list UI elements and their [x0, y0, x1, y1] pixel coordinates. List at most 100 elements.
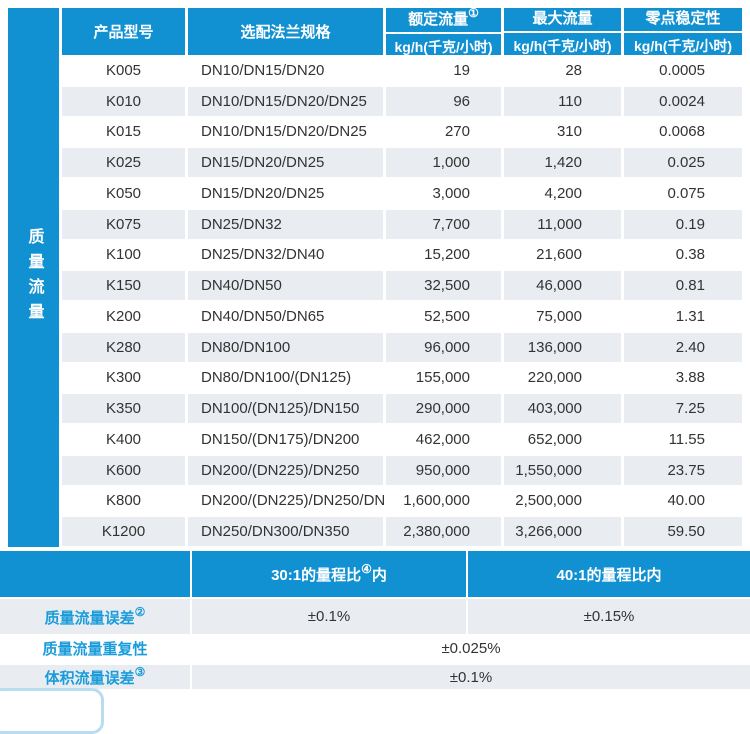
flange-cell: DN15/DN20/DN25 — [188, 178, 383, 209]
rated-flow-cell: 96,000 — [386, 331, 501, 363]
mass-flow-error-40-1-value: ±0.15% — [468, 599, 750, 634]
rated-flow-cell: 7,700 — [386, 208, 501, 240]
turndown-40-1-header: 40:1的量程比内 — [468, 551, 750, 597]
turndown-30-1-text: 30:1的量程比④内 — [271, 562, 387, 584]
zero-stability-cell: 7.25 — [624, 393, 742, 424]
header-flange-spec: 选配法兰规格 — [188, 8, 383, 55]
rated-flow-cell: 52,500 — [386, 301, 501, 332]
zero-stability-cell: 0.0068 — [624, 116, 742, 148]
zero-stability-cell: 3.88 — [624, 362, 742, 394]
table-row: K600 DN200/(DN225)/DN250 950,000 1,550,0… — [62, 454, 742, 486]
flange-cell: DN10/DN15/DN20 — [188, 55, 383, 86]
mass-flow-section-label: 质量流量 — [8, 8, 59, 547]
header-product-model-text: 产品型号 — [93, 24, 154, 41]
table-row: K1200 DN250/DN300/DN350 2,380,000 3,266,… — [62, 516, 742, 547]
max-flow-cell: 1,420 — [504, 147, 621, 178]
header-max-flow-title: 最大流量 — [532, 10, 593, 27]
mass-flow-error-label-text: 质量流量误差② — [44, 604, 146, 627]
flange-cell: DN25/DN32 — [188, 208, 383, 240]
volume-flow-error-row: 体积流量误差③ ±0.1% — [0, 665, 750, 689]
decorative-corner-stroke — [0, 688, 104, 734]
flange-cell: DN100/(DN125)/DN150 — [188, 393, 383, 424]
max-flow-cell: 136,000 — [504, 331, 621, 363]
flange-cell: DN200/(DN225)/DN250/DN300 — [188, 485, 410, 517]
model-cell: K005 — [62, 55, 185, 86]
zero-stability-cell: 0.38 — [624, 239, 742, 271]
rated-flow-cell: 96 — [386, 85, 501, 117]
rated-flow-cell: 270 — [386, 116, 501, 148]
header-divider-line — [624, 31, 742, 33]
model-cell: K015 — [62, 116, 185, 148]
table-row: K025 DN15/DN20/DN25 1,000 1,420 0.025 — [62, 147, 742, 178]
flange-cell: DN250/DN300/DN350 — [188, 516, 383, 547]
table-row: K280 DN80/DN100 96,000 136,000 2.40 — [62, 331, 742, 363]
footnote-3-marker: ③ — [134, 665, 146, 679]
max-flow-cell: 11,000 — [504, 208, 621, 240]
flange-cell: DN200/(DN225)/DN250 — [188, 454, 383, 486]
model-cell: K075 — [62, 208, 185, 240]
table-row: K050 DN15/DN20/DN25 3,000 4,200 0.075 — [62, 178, 742, 209]
max-flow-cell: 310 — [504, 116, 621, 148]
header-divider-line — [504, 31, 621, 33]
flange-cell: DN10/DN15/DN20/DN25 — [188, 116, 383, 148]
zero-stability-cell: 1.31 — [624, 301, 742, 332]
turndown-40-1-text: 40:1的量程比内 — [556, 567, 662, 584]
table-row: K800 DN200/(DN225)/DN250/DN300 1,600,000… — [62, 485, 742, 517]
zero-stability-cell: 40.00 — [624, 485, 742, 517]
model-cell: K150 — [62, 270, 185, 301]
table-row: K200 DN40/DN50/DN65 52,500 75,000 1.31 — [62, 301, 742, 332]
header-zero-stability-unit: kg/h(千克/小时) — [634, 38, 732, 54]
table-header-row: 产品型号 选配法兰规格 额定流量① kg/h(千克/小时) 最大流量 kg/h(… — [62, 5, 742, 55]
model-cell: K800 — [62, 485, 185, 517]
flange-cell: DN80/DN100/(DN125) — [188, 362, 383, 394]
turndown-30-1-header: 30:1的量程比④内 — [192, 551, 466, 597]
table-row: K010 DN10/DN15/DN20/DN25 96 110 0.0024 — [62, 85, 742, 117]
rated-flow-cell: 3,000 — [386, 178, 501, 209]
model-cell: K025 — [62, 147, 185, 178]
zero-stability-cell: 11.55 — [624, 424, 742, 455]
repeatability-value: ±0.025% — [192, 634, 750, 663]
rated-flow-cell: 1,600,000 — [386, 485, 501, 517]
max-flow-cell: 220,000 — [504, 362, 621, 394]
zero-stability-cell: 0.025 — [624, 147, 742, 178]
volume-flow-error-label-text: 体积流量误差③ — [44, 665, 146, 687]
volume-flow-error-label: 体积流量误差③ — [0, 665, 190, 689]
flange-cell: DN40/DN50/DN65 — [188, 301, 383, 332]
table-body: K005 DN10/DN15/DN20 19 28 0.0005 K010 DN… — [62, 55, 742, 547]
model-cell: K400 — [62, 424, 185, 455]
header-rated-flow-title: 额定流量① — [408, 5, 479, 28]
model-cell: K280 — [62, 331, 185, 363]
header-divider-line — [386, 31, 501, 34]
zero-stability-cell: 0.0005 — [624, 55, 742, 86]
flange-cell: DN150/(DN175)/DN200 — [188, 424, 383, 455]
table-row: K015 DN10/DN15/DN20/DN25 270 310 0.0068 — [62, 116, 742, 148]
model-cell: K1200 — [62, 516, 185, 547]
zero-stability-cell: 0.81 — [624, 270, 742, 301]
model-cell: K100 — [62, 239, 185, 271]
mass-flow-section-label-text: 质量流量 — [25, 227, 43, 328]
table-row: K075 DN25/DN32 7,700 11,000 0.19 — [62, 208, 742, 240]
header-flange-spec-text: 选配法兰规格 — [240, 24, 331, 41]
header-zero-stability-title: 零点稳定性 — [645, 10, 721, 27]
max-flow-cell: 110 — [504, 85, 621, 117]
mass-flow-error-row: 质量流量误差② ±0.1% ±0.15% — [0, 599, 750, 634]
model-cell: K050 — [62, 178, 185, 209]
table-row: K100 DN25/DN32/DN40 15,200 21,600 0.38 — [62, 239, 742, 271]
max-flow-cell: 1,550,000 — [504, 454, 621, 486]
zero-stability-cell: 0.19 — [624, 208, 742, 240]
repeatability-label: 质量流量重复性 — [0, 634, 190, 663]
flange-cell: DN10/DN15/DN20/DN25 — [188, 85, 383, 117]
flange-cell: DN25/DN32/DN40 — [188, 239, 383, 271]
flange-cell: DN15/DN20/DN25 — [188, 147, 383, 178]
mass-flow-error-label: 质量流量误差② — [0, 599, 190, 634]
table-row: K350 DN100/(DN125)/DN150 290,000 403,000… — [62, 393, 742, 424]
table-row: K005 DN10/DN15/DN20 19 28 0.0005 — [62, 55, 742, 86]
zero-stability-cell: 59.50 — [624, 516, 742, 547]
zero-stability-cell: 0.075 — [624, 178, 742, 209]
zero-stability-cell: 0.0024 — [624, 85, 742, 117]
header-zero-stability: 零点稳定性 kg/h(千克/小时) — [624, 8, 742, 55]
rated-flow-cell: 32,500 — [386, 270, 501, 301]
model-cell: K350 — [62, 393, 185, 424]
repeatability-row: 质量流量重复性 ±0.025% — [0, 634, 750, 663]
header-rated-flow-unit: kg/h(千克/小时) — [394, 38, 493, 55]
